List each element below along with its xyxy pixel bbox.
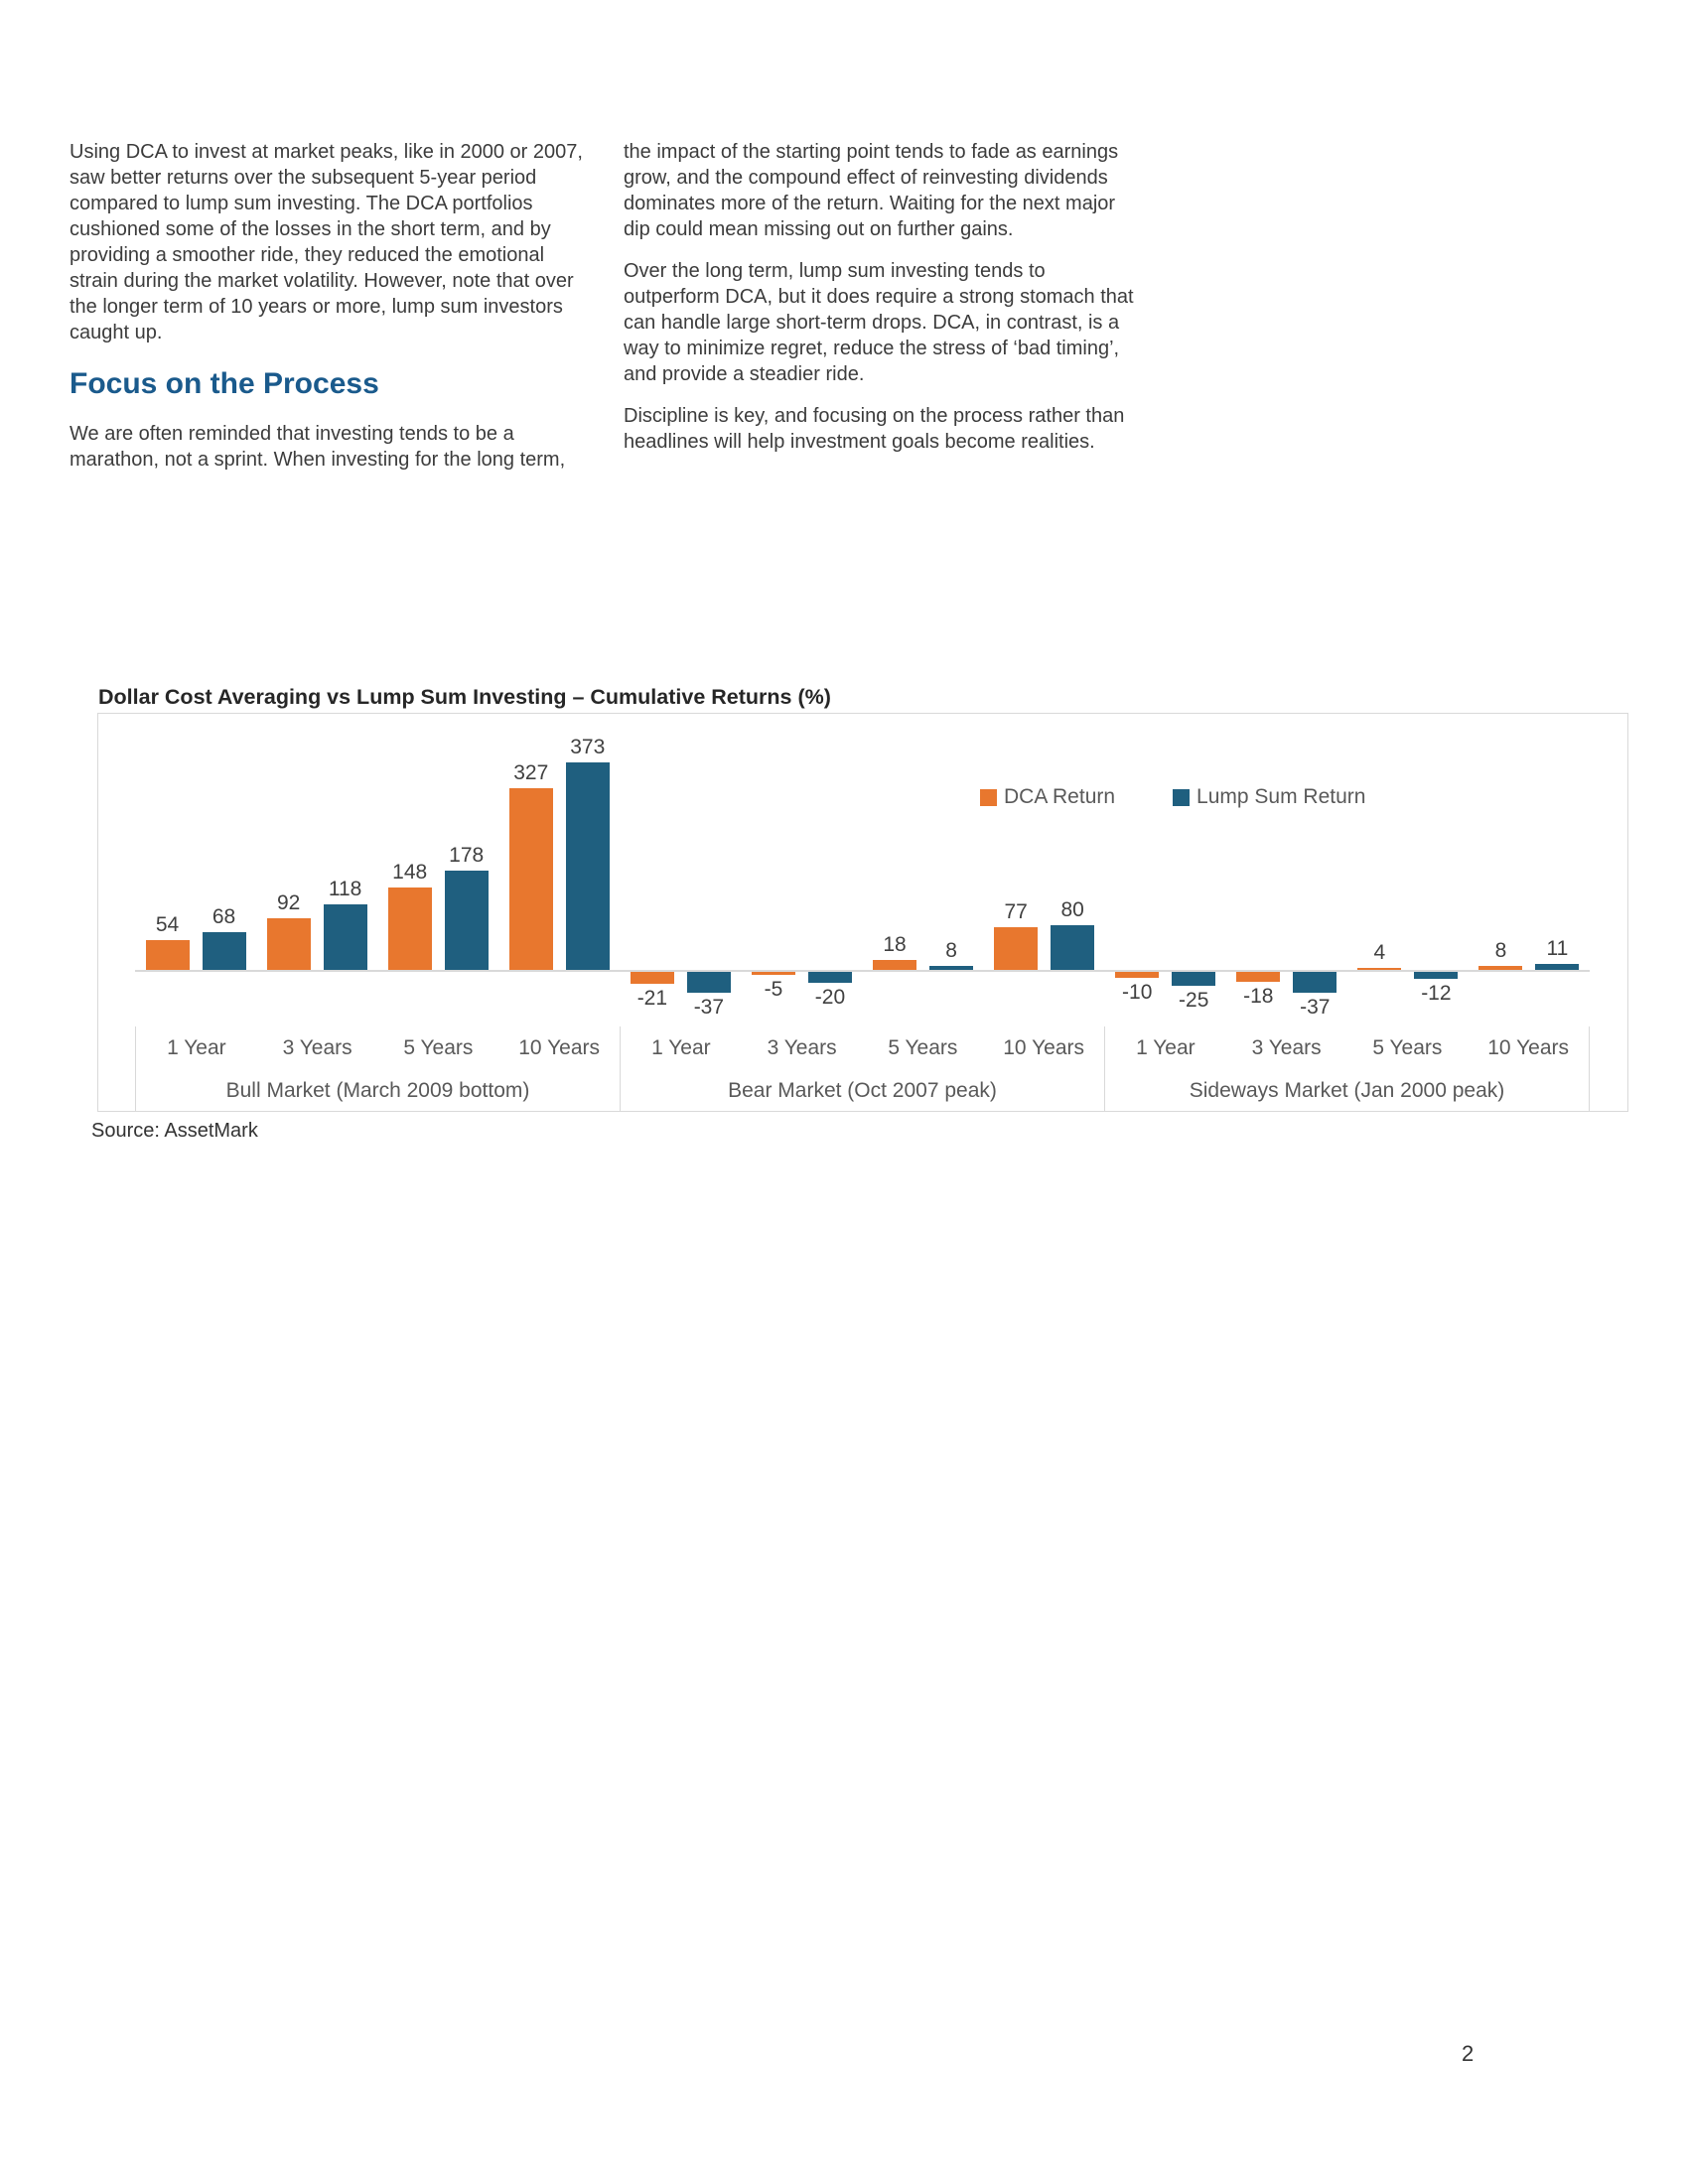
- dca-bar: [1236, 972, 1281, 982]
- dca-bar: [508, 788, 553, 970]
- lump-sum-bar: [1414, 972, 1459, 979]
- category-label: 1 Year: [167, 1036, 226, 1059]
- group-label: Sideways Market (Jan 2000 peak): [1189, 1078, 1505, 1102]
- dca-bar: [1357, 968, 1402, 970]
- bar-value-label: 4: [1373, 941, 1386, 964]
- category-axis: 1 Year 3 Years 5 Years 10 Years Bull Market …: [135, 1026, 1590, 1111]
- category-label: 10 Years: [1003, 1036, 1084, 1059]
- bar-value-label: -21: [636, 987, 668, 1010]
- category-group: 1 Year 3 Years 5 Years 10 Years Bull Market …: [135, 1026, 620, 1111]
- section-heading: Focus on the Process: [70, 367, 379, 400]
- legend-label-dca: DCA Return: [1004, 785, 1116, 808]
- bar-value-label: 327: [513, 761, 549, 784]
- paragraph: the impact of the starting point tends t…: [624, 141, 1119, 240]
- dca-bar: [145, 940, 190, 970]
- bar-value-label: 178: [449, 844, 485, 867]
- bar-chart: DCA Return Lump Sum Return 54 92 148 327 68 1…: [97, 713, 1628, 1112]
- dca-bar: [387, 887, 432, 970]
- dca-bar: [873, 960, 917, 970]
- dca-bar: [994, 927, 1039, 970]
- group-label: Bear Market (Oct 2007 peak): [728, 1078, 997, 1102]
- bar-value-label: 18: [883, 933, 907, 956]
- bar-value-label: 68: [211, 905, 236, 928]
- bar-value-label: -37: [693, 996, 725, 1019]
- category-label: 5 Years: [1372, 1036, 1443, 1059]
- bar-value-label: 373: [570, 736, 606, 758]
- bar-value-label: -18: [1243, 985, 1274, 1008]
- paragraph: Discipline is key, and focusing on the p…: [624, 405, 1125, 453]
- bar-value-label: 11: [1546, 937, 1569, 960]
- category-label: 3 Years: [767, 1036, 837, 1059]
- category-label: 5 Years: [888, 1036, 958, 1059]
- lump-sum-bar: [1535, 964, 1580, 970]
- legend-label-lump-sum: Lump Sum Return: [1196, 785, 1366, 808]
- legend-item-lump-sum: Lump Sum Return: [1173, 785, 1365, 809]
- bar-value-label: -37: [1300, 996, 1331, 1019]
- bar-value-label: 77: [1004, 900, 1028, 923]
- bar-value-label: 8: [945, 939, 957, 962]
- lump-sum-bar: [1051, 925, 1095, 970]
- bar-value-label: 118: [328, 878, 362, 900]
- dca-bar: [630, 972, 674, 984]
- bar-value-label: -5: [764, 978, 783, 1001]
- dca-bar: [266, 918, 311, 970]
- bar-value-label: 80: [1060, 898, 1084, 921]
- category-label: 3 Years: [282, 1036, 352, 1059]
- legend-item-dca: DCA Return: [980, 785, 1115, 809]
- lump-sum-bar: [807, 972, 852, 983]
- dca-bar: [1478, 966, 1523, 970]
- bar-value-label: -10: [1122, 981, 1153, 1004]
- bar-value-label: -25: [1179, 989, 1209, 1012]
- category-year-labels: 1 Year 3 Years 5 Years 10 Years: [621, 1026, 1104, 1070]
- lump-sum-bar: [686, 972, 731, 993]
- page-number: 2: [1462, 2041, 1475, 2066]
- plot-area: 54 92 148 327 68 118 178 373 -21 -5 18 77 -37 -20 8 80-…: [135, 714, 1590, 1111]
- category-label: 5 Years: [403, 1036, 474, 1059]
- bar-value-label: 54: [155, 913, 180, 936]
- zero-axis-line: [135, 970, 1590, 972]
- lump-sum-bar: [1172, 972, 1216, 986]
- lump-sum-bar: [565, 762, 610, 970]
- category-label: 3 Years: [1251, 1036, 1322, 1059]
- bar-value-label: 92: [276, 891, 301, 914]
- chart-source: Source: AssetMark: [91, 1120, 258, 1142]
- legend-swatch-dca-icon: [980, 788, 997, 806]
- text-column-left: Using DCA to invest at market peaks, lik…: [70, 139, 588, 488]
- category-label: 1 Year: [651, 1036, 711, 1059]
- bar-value-label: 148: [392, 861, 428, 884]
- group-label: Bull Market (March 2009 bottom): [225, 1078, 530, 1102]
- bar-value-label: -12: [1421, 982, 1452, 1005]
- paragraph: Over the long term, lump sum investing t…: [624, 260, 1134, 385]
- lump-sum-bar: [444, 871, 489, 970]
- category-group: 1 Year 3 Years 5 Years 10 Years Sideways Mar…: [1104, 1026, 1590, 1111]
- paragraph: We are often reminded that investing ten…: [70, 423, 566, 471]
- category-year-labels: 1 Year 3 Years 5 Years 10 Years: [136, 1026, 620, 1070]
- legend-swatch-lump-sum-icon: [1173, 788, 1191, 806]
- dca-bar: [1115, 972, 1160, 978]
- paragraph: Using DCA to invest at market peaks, lik…: [70, 141, 583, 343]
- lump-sum-bar: [929, 966, 974, 970]
- bar-value-label: 8: [1494, 939, 1507, 962]
- category-label: 1 Year: [1136, 1036, 1196, 1059]
- lump-sum-bar: [202, 932, 246, 970]
- text-column-right: the impact of the starting point tends t…: [624, 139, 1135, 488]
- category-label: 10 Years: [518, 1036, 600, 1059]
- bar-value-label: -20: [814, 986, 846, 1009]
- category-year-labels: 1 Year 3 Years 5 Years 10 Years: [1105, 1026, 1589, 1070]
- lump-sum-bar: [1293, 972, 1337, 993]
- chart-title: Dollar Cost Averaging vs Lump Sum Invest…: [98, 685, 831, 709]
- lump-sum-bar: [323, 904, 367, 970]
- category-group: 1 Year 3 Years 5 Years 10 Years Bear Market …: [620, 1026, 1104, 1111]
- chart-legend: DCA Return Lump Sum Return: [980, 785, 1365, 809]
- dca-bar: [751, 972, 795, 975]
- category-label: 10 Years: [1487, 1036, 1569, 1059]
- article-text-columns: Using DCA to invest at market peaks, lik…: [70, 139, 1135, 488]
